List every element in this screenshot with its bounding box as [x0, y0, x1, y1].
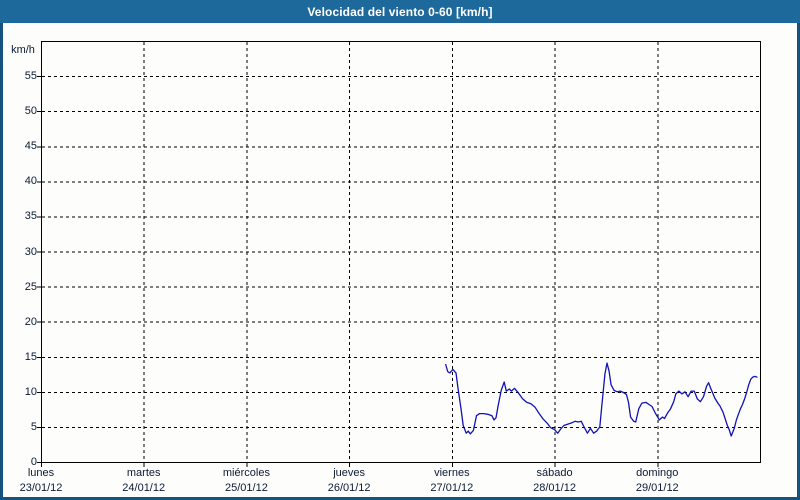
window-border [0, 23, 800, 500]
chart-title: Velocidad del viento 0-60 [km/h] [307, 4, 493, 19]
chart-title-bar: Velocidad del viento 0-60 [km/h] [0, 0, 800, 23]
axis-ticks [37, 76, 659, 467]
wind-speed-line [445, 362, 758, 437]
grid-lines [42, 42, 759, 461]
plot-border [41, 41, 761, 463]
